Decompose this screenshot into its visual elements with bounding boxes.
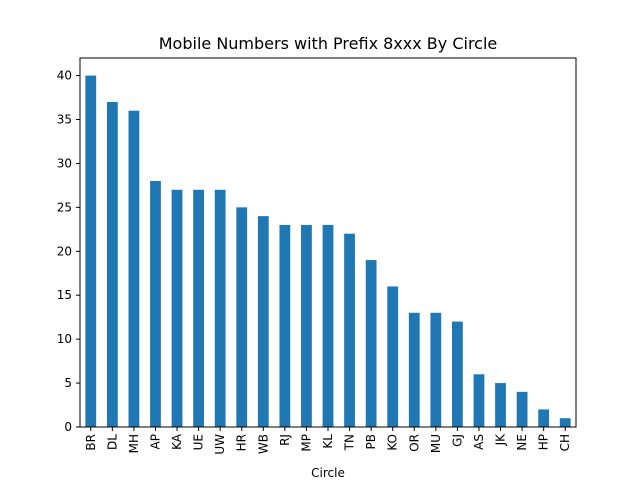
x-tick-label: AP <box>148 434 162 449</box>
x-tick-label: KL <box>321 434 335 449</box>
y-tick-label: 10 <box>57 332 72 346</box>
x-tick-label: TN <box>343 434 357 451</box>
x-tick-label: JK <box>494 433 508 447</box>
bar-ue <box>193 189 204 427</box>
x-tick-label: WB <box>256 434 270 454</box>
bar-kl <box>322 224 334 427</box>
bar-ap <box>150 181 161 427</box>
bar-jk <box>495 383 506 427</box>
bar-ko <box>387 286 399 427</box>
y-tick-label: 20 <box>57 244 72 258</box>
x-tick-label: NE <box>515 434 529 451</box>
x-tick-label: HR <box>235 434 249 451</box>
bar-gj <box>452 321 463 427</box>
y-tick-label: 15 <box>57 288 72 302</box>
y-tick-label: 35 <box>57 113 72 127</box>
bar-rj <box>279 224 291 427</box>
x-tick-label: CH <box>558 434 572 451</box>
bar-ch <box>559 418 571 427</box>
x-tick-label: AS <box>472 434 486 450</box>
x-tick-label: OR <box>407 434 421 452</box>
x-tick-label: UW <box>213 434 227 455</box>
bar-as <box>473 374 485 427</box>
bar-hr <box>236 207 248 427</box>
x-tick-label: GJ <box>450 434 464 447</box>
y-axis: 0 5 10 15 20 25 30 35 40 <box>57 69 80 434</box>
bar-br <box>85 75 97 427</box>
x-tick-label: MH <box>127 434 141 453</box>
x-axis: BR DL MH AP KA UE UW HR WB RJ MP KL TN PB KO OR MU GJ AS JK… <box>84 427 572 455</box>
y-tick-label: 0 <box>64 420 72 434</box>
x-tick-label: UE <box>192 434 206 450</box>
bar-tn <box>344 233 355 427</box>
bar-ne <box>516 391 528 427</box>
x-tick-label: MP <box>299 434 313 452</box>
bar-hp <box>538 409 550 427</box>
bar-uw <box>214 189 226 427</box>
bar-mh <box>128 110 140 428</box>
bar-mp <box>301 224 312 427</box>
y-tick-label: 25 <box>57 200 72 214</box>
x-tick-label: BR <box>84 434 98 451</box>
x-tick-label: MU <box>429 434 443 453</box>
bar-ka <box>171 189 183 427</box>
x-tick-label: HP <box>537 434 551 450</box>
y-tick-label: 40 <box>57 69 72 83</box>
bar-dl <box>106 101 118 428</box>
bar-wb <box>257 216 269 427</box>
x-tick-label: DL <box>105 434 119 450</box>
bar-or <box>408 312 420 427</box>
x-tick-label: RJ <box>278 434 292 446</box>
x-tick-label: KO <box>386 434 400 451</box>
plot-frame <box>79 57 577 428</box>
y-tick-label: 5 <box>64 376 72 390</box>
y-tick-label: 30 <box>57 156 72 170</box>
x-tick-label: PB <box>364 434 378 449</box>
bar-mu <box>430 312 442 427</box>
x-axis-label: Circle <box>311 466 345 480</box>
bar-pb <box>365 260 377 427</box>
x-tick-label: KA <box>170 433 184 450</box>
chart-title: Mobile Numbers with Prefix 8xxx By Circl… <box>159 34 498 53</box>
bars-layer <box>85 75 571 428</box>
